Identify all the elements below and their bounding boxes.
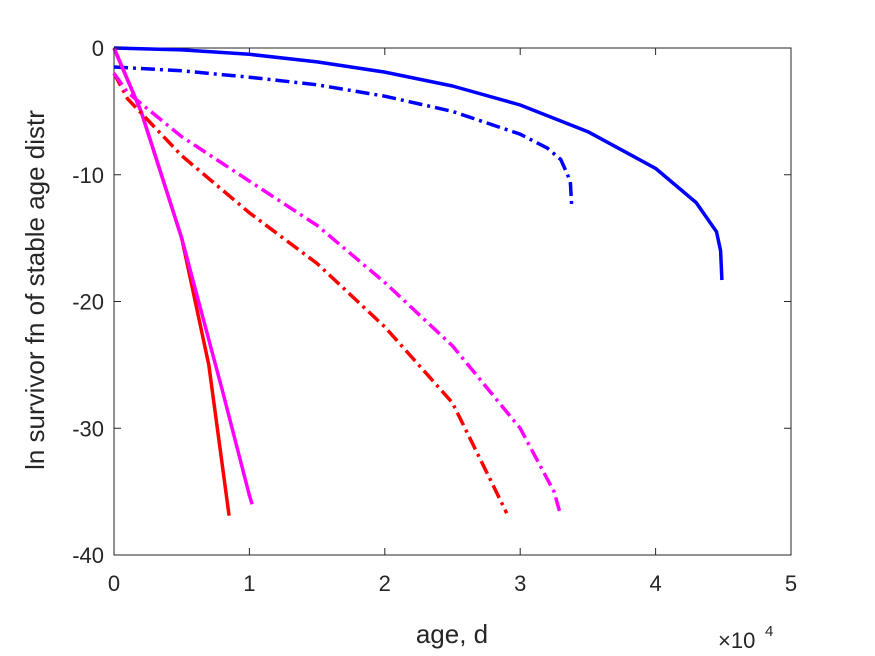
- series-line-6: [112, 72, 563, 517]
- x-multiplier-base: ×10: [718, 628, 755, 653]
- y-tick-label: -10: [72, 163, 104, 188]
- x-multiplier-exponent: 4: [765, 623, 773, 640]
- series-line-2: [113, 65, 574, 207]
- x-tick-label: 5: [785, 571, 797, 596]
- plot-area: [113, 47, 792, 556]
- series-line-5: [112, 72, 509, 514]
- y-tick-label: -30: [72, 416, 104, 441]
- x-tick-label: 2: [379, 571, 391, 596]
- x-axis-label: age, d: [416, 619, 488, 649]
- y-tick-label: -40: [72, 543, 104, 568]
- x-tick-label: 4: [649, 571, 661, 596]
- x-tick-label: 1: [243, 571, 255, 596]
- tick-layer: 0 1 2 3 4 5 0 -10 -20 -30 -40: [72, 36, 797, 596]
- y-tick-label: 0: [92, 36, 104, 61]
- series-layer: [112, 46, 724, 517]
- y-axis-label: ln survivor fn of stable age distr: [20, 110, 50, 470]
- x-tick-label: 3: [514, 571, 526, 596]
- y-tick-label: -20: [72, 290, 104, 315]
- x-tick-label: 0: [108, 571, 120, 596]
